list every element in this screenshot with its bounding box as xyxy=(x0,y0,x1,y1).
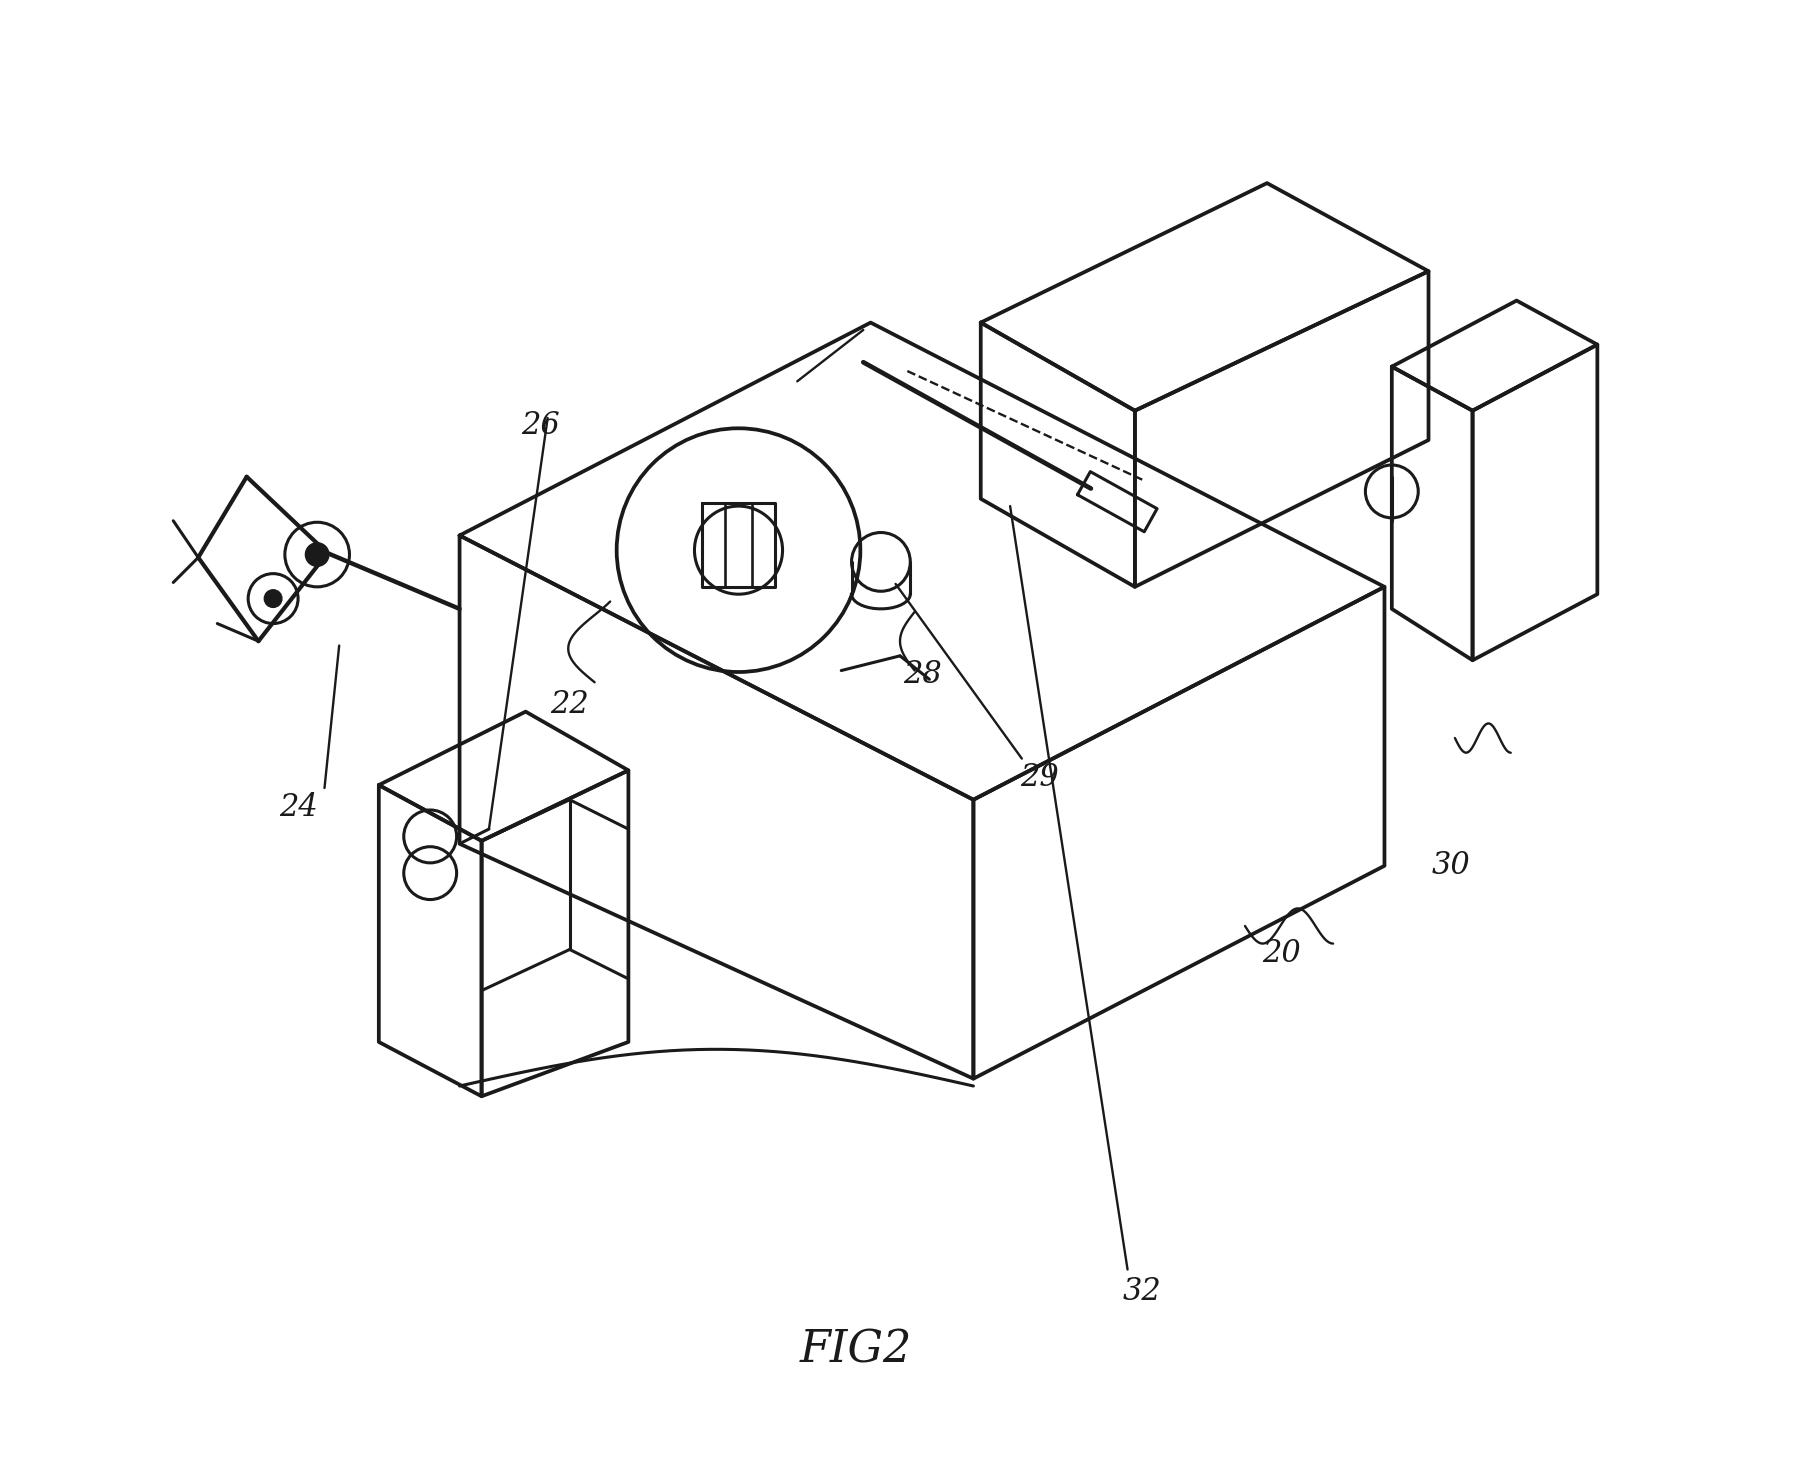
Circle shape xyxy=(306,542,329,566)
Text: FIG2: FIG2 xyxy=(799,1329,913,1372)
Text: 32: 32 xyxy=(1123,1276,1161,1307)
Text: 20: 20 xyxy=(1262,938,1301,969)
Text: 22: 22 xyxy=(551,689,589,720)
Circle shape xyxy=(265,590,283,608)
Text: 30: 30 xyxy=(1431,851,1471,882)
Text: 26: 26 xyxy=(520,411,560,440)
Text: 29: 29 xyxy=(1021,762,1058,793)
Text: 24: 24 xyxy=(279,791,317,823)
Text: 28: 28 xyxy=(902,659,941,691)
